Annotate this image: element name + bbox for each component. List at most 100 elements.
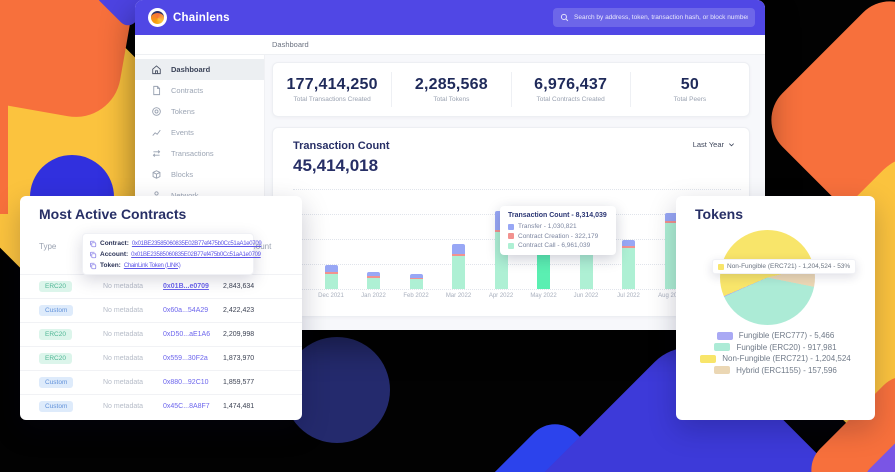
bar-segment-contract-creation: [622, 246, 635, 248]
copy-icon[interactable]: [89, 240, 97, 248]
sidebar-item-label: Dashboard: [171, 65, 211, 74]
bar-segment-contract-creation: [664, 221, 678, 223]
sidebar-item-label: Network: [171, 191, 199, 200]
x-axis-label: May 2022: [530, 293, 557, 299]
app-header: Chainlens: [135, 0, 765, 35]
sidebar-item-dashboard[interactable]: Dashboard: [135, 59, 264, 80]
popover-link[interactable]: ChainLink Token (LINK): [123, 262, 181, 269]
table-body: ERC20 No metadata 0x01B...e0709 2,843,634 Cu…: [20, 274, 302, 418]
contract-count: 1,859,577: [223, 379, 255, 386]
bar-segment-transfer: [367, 272, 380, 276]
stat-item: 6,976,437 Total Contracts Created: [512, 72, 631, 107]
contract-count: 2,422,423: [223, 307, 255, 314]
sidebar-item-label: Contracts: [171, 86, 204, 95]
legend-item[interactable]: Fungible (ERC20) - 917,981: [676, 342, 875, 354]
series-swatch: [508, 242, 514, 249]
gridline: [293, 289, 741, 290]
sidebar-item-contracts[interactable]: Contracts: [135, 80, 264, 101]
popover-link[interactable]: 0x01BE23585060835E02B77ef475b0Cc51aA1e07…: [131, 240, 262, 247]
gridline: [293, 264, 741, 265]
legend-swatch: [716, 331, 733, 340]
stat-value: 6,976,437: [534, 76, 608, 93]
app-window: Chainlens Dashboard Dashboard Contracts To…: [135, 0, 765, 330]
copy-icon[interactable]: [89, 262, 97, 270]
chart-tooltip-item: Contract Creation - 322,179: [508, 233, 608, 240]
legend-label: Fungible (ERC20) - 917,981: [736, 342, 837, 352]
contract-name: No metadata: [103, 355, 144, 362]
bar-mar-2022[interactable]: [452, 244, 465, 289]
type-badge: ERC20: [39, 353, 72, 364]
sidebar-item-tokens[interactable]: Tokens: [135, 101, 264, 122]
stat-item: 50 Total Peers: [631, 72, 749, 107]
type-badge: ERC20: [39, 329, 72, 340]
gridline: [293, 189, 741, 190]
popover-link[interactable]: 0x01BE23585060835E02B77ef475b0Cc51aA1e07…: [131, 251, 261, 258]
contract-name: No metadata: [103, 403, 144, 410]
stat-label: Total Tokens: [433, 96, 470, 103]
bar-jan-2022[interactable]: [367, 272, 380, 289]
x-axis-label: Jan 2022: [361, 293, 386, 299]
type-badge: Custom: [39, 377, 74, 388]
contract-address-link[interactable]: 0x60a...54A29: [163, 307, 209, 314]
contract-address-link[interactable]: 0x45C...8A8F7: [163, 403, 210, 410]
chevron-down-icon: [729, 143, 734, 147]
legend-label: Hybrid (ERC1155) - 157,596: [736, 365, 837, 375]
bar-feb-2022[interactable]: [409, 274, 423, 289]
bar-dec-2021[interactable]: [324, 265, 338, 289]
search-box[interactable]: [553, 8, 755, 27]
transaction-count-total: 45,414,018: [293, 156, 379, 175]
brand: Chainlens: [148, 8, 230, 27]
sidebar-item-blocks[interactable]: Blocks: [135, 164, 264, 185]
legend-item[interactable]: Hybrid (ERC1155) - 157,596: [676, 365, 875, 377]
x-axis-label: Dec 2021: [318, 293, 344, 299]
home-icon: [151, 64, 162, 75]
stat-label: Total Contracts Created: [536, 96, 605, 103]
bar-segment-contract-call: [367, 278, 380, 289]
blocks-icon: [151, 169, 162, 180]
most-active-contracts-title: Most Active Contracts: [39, 206, 187, 222]
search-input[interactable]: [574, 14, 748, 21]
x-axis-label: Aug 2022: [658, 293, 684, 299]
pie-tooltip: Non-Fungible (ERC721) - 1,204,524 - 53%: [712, 259, 857, 274]
type-badge: Custom: [39, 401, 74, 412]
most-active-contracts-card: Most Active Contracts Type Count ERC20 No…: [20, 196, 302, 420]
legend-item[interactable]: Fungible (ERC777) - 5,466: [676, 330, 875, 342]
x-axis-label: Jul 2022: [617, 293, 640, 299]
legend-item[interactable]: Non-Fungible (ERC721) - 1,204,524: [676, 353, 875, 365]
bar-segment-contract-call: [409, 279, 423, 289]
transaction-count-title: Transaction Count: [293, 140, 390, 152]
sidebar-item-transactions[interactable]: Transactions: [135, 143, 264, 164]
breadcrumb-bar: Dashboard: [135, 35, 765, 55]
table-row: Custom No metadata 0x880...92C10 1,859,577: [20, 370, 302, 394]
series-label: Contract Call - 6,961,039: [518, 242, 591, 249]
bar-jul-2022[interactable]: [622, 240, 635, 289]
tokens-pie-chart[interactable]: [720, 230, 815, 325]
contract-address-link[interactable]: 0xD50...aE1A6: [163, 331, 211, 338]
contract-details-popover: Contract: 0x01BE23585060835E02B77ef475b0C…: [82, 233, 262, 275]
column-header-count: Count: [250, 242, 272, 251]
range-dropdown[interactable]: Last Year: [693, 140, 735, 149]
contract-name: No metadata: [103, 331, 144, 338]
tokens-icon: [151, 106, 162, 117]
bar-segment-contract-call: [622, 248, 635, 289]
table-row: Custom No metadata 0x60a...54A29 2,422,423: [20, 298, 302, 322]
bar-aug-2022[interactable]: [664, 213, 678, 289]
copy-icon[interactable]: [89, 251, 97, 259]
range-label: Last Year: [692, 140, 724, 149]
table-row: Custom No metadata 0x45C...8A8F7 1,474,481: [20, 394, 302, 418]
tokens-legend: Fungible (ERC777) - 5,466 Fungible (ERC20…: [676, 330, 875, 376]
legend-swatch: [714, 366, 731, 375]
contract-address-link[interactable]: 0x01B...e0709: [163, 283, 209, 290]
contract-address-link[interactable]: 0x880...92C10: [163, 379, 209, 386]
contract-address-link[interactable]: 0x559...30F2a: [163, 355, 208, 362]
sidebar-item-label: Blocks: [171, 170, 194, 179]
contract-name: No metadata: [103, 379, 144, 386]
series-label: Contract Creation - 322,179: [518, 232, 599, 240]
sidebar-item-label: Transactions: [171, 149, 214, 158]
bar-segment-contract-creation: [324, 272, 338, 274]
stat-label: Total Peers: [673, 96, 707, 103]
sidebar-item-events[interactable]: Events: [135, 122, 264, 143]
legend-label: Non-Fungible (ERC721) - 1,204,524: [722, 354, 851, 364]
bar-segment-transfer: [324, 265, 338, 272]
